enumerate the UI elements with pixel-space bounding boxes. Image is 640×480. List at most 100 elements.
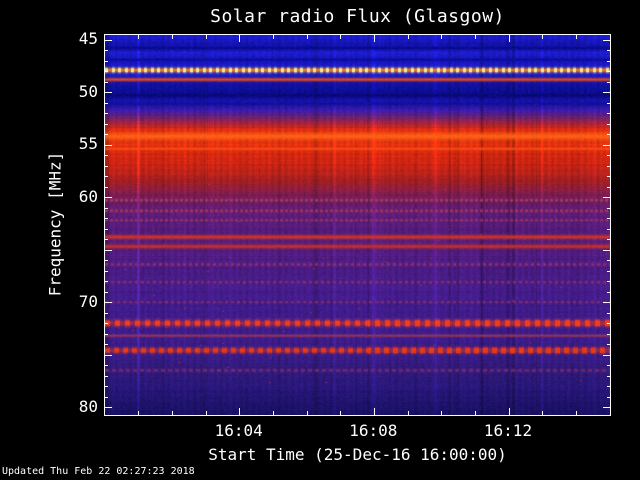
axis-tick bbox=[105, 396, 108, 398]
axis-tick bbox=[607, 50, 610, 52]
axis-tick bbox=[575, 411, 577, 415]
axis-tick bbox=[105, 239, 108, 241]
axis-tick bbox=[607, 60, 610, 62]
axis-tick bbox=[607, 291, 610, 293]
axis-tick bbox=[105, 354, 112, 356]
axis-tick bbox=[105, 281, 108, 283]
x-tick-label: 16:12 bbox=[483, 421, 533, 440]
axis-tick bbox=[607, 365, 610, 367]
axis-tick bbox=[607, 281, 610, 283]
axis-tick bbox=[105, 333, 108, 335]
axis-tick bbox=[603, 92, 610, 94]
axis-tick bbox=[105, 176, 108, 178]
axis-tick bbox=[603, 197, 610, 199]
y-tick-label: 60 bbox=[78, 186, 98, 206]
axis-tick bbox=[607, 396, 610, 398]
axis-tick bbox=[607, 165, 610, 167]
axis-tick bbox=[105, 39, 112, 41]
axis-tick bbox=[105, 186, 108, 188]
axis-tick bbox=[607, 113, 610, 115]
axis-tick bbox=[105, 260, 108, 262]
axis-tick bbox=[105, 218, 108, 220]
axis-tick bbox=[272, 411, 274, 415]
axis-tick bbox=[441, 35, 443, 39]
axis-tick bbox=[105, 144, 112, 146]
axis-tick bbox=[105, 228, 108, 230]
axis-tick bbox=[603, 354, 610, 356]
axis-tick bbox=[171, 411, 173, 415]
axis-tick bbox=[407, 411, 409, 415]
axis-tick bbox=[603, 302, 610, 304]
axis-tick bbox=[105, 270, 108, 272]
x-tick-label: 16:08 bbox=[349, 421, 398, 440]
axis-tick bbox=[407, 35, 409, 39]
axis-tick bbox=[607, 323, 610, 325]
axis-tick bbox=[105, 375, 108, 377]
y-tick-label: 45 bbox=[78, 29, 98, 49]
y-tick-label: 50 bbox=[78, 81, 98, 101]
axis-tick bbox=[105, 249, 112, 251]
axis-tick bbox=[105, 291, 108, 293]
axis-tick bbox=[607, 71, 610, 73]
axis-tick bbox=[474, 35, 476, 39]
axis-tick bbox=[105, 407, 112, 409]
axis-tick bbox=[239, 408, 241, 415]
axis-tick bbox=[340, 35, 342, 39]
spectrogram-canvas bbox=[105, 35, 610, 415]
axis-tick bbox=[607, 260, 610, 262]
chart-title: Solar radio Flux (Glasgow) bbox=[210, 6, 505, 27]
axis-tick bbox=[373, 408, 375, 415]
axis-tick bbox=[105, 165, 108, 167]
axis-tick bbox=[603, 39, 610, 41]
axis-tick bbox=[105, 81, 108, 83]
axis-tick bbox=[607, 123, 610, 125]
y-axis-label: Frequency [MHz] bbox=[45, 151, 65, 297]
axis-tick bbox=[105, 323, 108, 325]
axis-tick bbox=[105, 312, 108, 314]
axis-tick bbox=[105, 155, 108, 157]
axis-tick bbox=[138, 35, 140, 39]
axis-tick bbox=[105, 102, 108, 104]
plot-area bbox=[104, 34, 611, 416]
axis-tick bbox=[508, 408, 510, 415]
axis-tick bbox=[603, 249, 610, 251]
axis-tick bbox=[607, 270, 610, 272]
axis-tick bbox=[607, 218, 610, 220]
axis-tick bbox=[607, 239, 610, 241]
axis-tick bbox=[508, 35, 510, 42]
axis-tick bbox=[205, 35, 207, 39]
updated-timestamp: Updated Thu Feb 22 02:27:23 2018 bbox=[2, 466, 195, 477]
axis-tick bbox=[575, 35, 577, 39]
y-tick-label: 70 bbox=[78, 291, 98, 311]
axis-tick bbox=[171, 35, 173, 39]
axis-tick bbox=[105, 71, 108, 73]
axis-tick bbox=[607, 228, 610, 230]
x-tick-label: 16:04 bbox=[214, 421, 263, 440]
axis-tick bbox=[607, 81, 610, 83]
axis-tick bbox=[607, 186, 610, 188]
axis-tick bbox=[105, 207, 108, 209]
axis-tick bbox=[607, 102, 610, 104]
axis-tick bbox=[105, 123, 108, 125]
axis-tick bbox=[607, 155, 610, 157]
axis-tick bbox=[105, 92, 112, 94]
y-tick-label: 55 bbox=[78, 134, 98, 154]
axis-tick bbox=[607, 176, 610, 178]
axis-tick bbox=[105, 134, 108, 136]
axis-tick bbox=[105, 365, 108, 367]
axis-tick bbox=[607, 344, 610, 346]
axis-tick bbox=[607, 333, 610, 335]
axis-tick bbox=[603, 407, 610, 409]
axis-tick bbox=[603, 144, 610, 146]
axis-tick bbox=[105, 386, 108, 388]
axis-tick bbox=[607, 134, 610, 136]
axis-tick bbox=[474, 411, 476, 415]
axis-tick bbox=[607, 375, 610, 377]
axis-tick bbox=[105, 60, 108, 62]
axis-tick bbox=[340, 411, 342, 415]
axis-tick bbox=[542, 411, 544, 415]
x-axis-label: Start Time (25-Dec-16 16:00:00) bbox=[208, 445, 507, 464]
axis-tick bbox=[607, 207, 610, 209]
axis-tick bbox=[105, 302, 112, 304]
y-tick-label: 80 bbox=[78, 396, 98, 416]
